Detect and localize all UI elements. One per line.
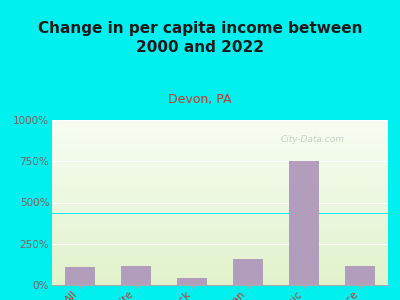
- Bar: [52, 252, 388, 255]
- Bar: [52, 120, 388, 123]
- Bar: [52, 205, 388, 208]
- Bar: [52, 131, 388, 134]
- Bar: [52, 175, 388, 178]
- Bar: [52, 161, 388, 164]
- Bar: [121, 266, 151, 285]
- Bar: [52, 150, 388, 153]
- Bar: [52, 136, 388, 139]
- Bar: [52, 271, 388, 274]
- Bar: [52, 164, 388, 167]
- Bar: [52, 202, 388, 205]
- Bar: [52, 214, 388, 216]
- Bar: [52, 145, 388, 148]
- Bar: [52, 142, 388, 145]
- Bar: [52, 222, 388, 224]
- Bar: [52, 233, 388, 236]
- Bar: [52, 244, 388, 247]
- Bar: [52, 268, 388, 271]
- Bar: [52, 167, 388, 169]
- Bar: [52, 139, 388, 142]
- Bar: [52, 189, 388, 191]
- Bar: [52, 211, 388, 214]
- Bar: [344, 266, 375, 285]
- Bar: [52, 238, 388, 241]
- Bar: [289, 161, 320, 285]
- Bar: [52, 208, 388, 211]
- Bar: [52, 274, 388, 277]
- Bar: [52, 224, 388, 227]
- Bar: [52, 158, 388, 161]
- Bar: [52, 260, 388, 263]
- Bar: [52, 178, 388, 181]
- Bar: [52, 123, 388, 125]
- Bar: [52, 194, 388, 197]
- Bar: [52, 183, 388, 186]
- Bar: [52, 257, 388, 260]
- Bar: [177, 278, 208, 285]
- Bar: [52, 247, 388, 249]
- Bar: [52, 191, 388, 194]
- Text: Change in per capita income between
2000 and 2022: Change in per capita income between 2000…: [38, 21, 362, 55]
- Bar: [52, 255, 388, 257]
- Bar: [52, 216, 388, 219]
- Bar: [52, 197, 388, 200]
- Bar: [52, 219, 388, 222]
- Bar: [52, 200, 388, 202]
- Bar: [52, 134, 388, 136]
- Bar: [52, 172, 388, 175]
- Bar: [52, 263, 388, 266]
- Bar: [52, 277, 388, 280]
- Bar: [52, 153, 388, 156]
- Bar: [52, 148, 388, 150]
- Bar: [52, 282, 388, 285]
- Bar: [52, 249, 388, 252]
- Bar: [52, 181, 388, 183]
- Text: Devon, PA: Devon, PA: [168, 93, 232, 106]
- Bar: [52, 236, 388, 238]
- Bar: [52, 266, 388, 268]
- Bar: [52, 186, 388, 189]
- Bar: [52, 230, 388, 233]
- Bar: [52, 169, 388, 172]
- Bar: [233, 260, 264, 285]
- Bar: [64, 267, 96, 285]
- Bar: [52, 227, 388, 230]
- Text: City-Data.com: City-Data.com: [280, 135, 344, 144]
- Bar: [52, 280, 388, 282]
- Bar: [52, 241, 388, 244]
- Bar: [52, 125, 388, 128]
- Bar: [52, 156, 388, 158]
- Bar: [52, 128, 388, 131]
